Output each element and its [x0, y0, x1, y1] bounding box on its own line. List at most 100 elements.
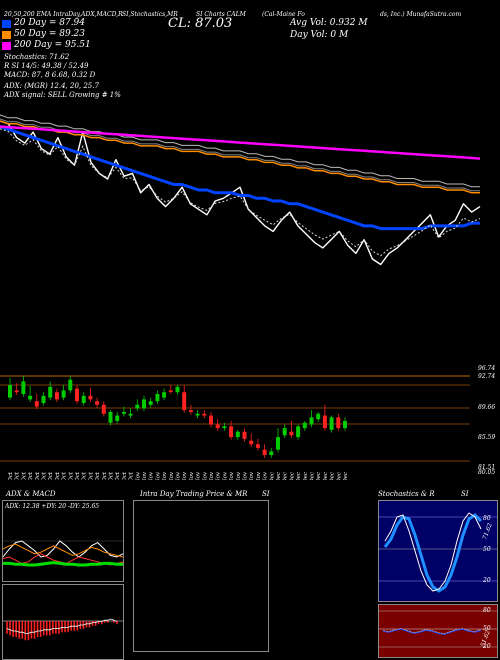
macd-readout: MACD: 87, 8 6.68, 0.32 D [4, 71, 96, 79]
candle-body [276, 437, 280, 450]
candle-body [155, 394, 160, 402]
candle-body [28, 395, 33, 400]
x-tick-label: 13 Dec [330, 472, 336, 480]
x-tick-label: 17 Oct [62, 471, 68, 480]
candle-body [168, 390, 173, 392]
x-tick-label: 01 Nov [135, 471, 141, 480]
legend-ma200-swatch [2, 42, 11, 50]
legend-ma50: 50 Day = 89.23 [14, 29, 86, 39]
adx-line [3, 540, 123, 558]
x-tick-label: 10 Oct [28, 471, 34, 480]
y-tick-label: 80.05 [478, 469, 495, 476]
candle-body [175, 386, 180, 393]
header-title-1: 20,50,200 EMA IntraDay,ADX,MACD,R [4, 11, 123, 18]
rsi-level-20: 20 [483, 643, 491, 650]
x-tick-label: 23 Oct [88, 471, 94, 480]
x-tick-label: 17 Dec [343, 472, 349, 480]
x-tick-label: 02 Dec [269, 472, 275, 480]
header-title-5: ds, Inc.) MunafaSutra.com [380, 11, 462, 18]
candle-body [88, 395, 93, 400]
stoch-panel-title-si: SI [461, 490, 469, 498]
x-tick-label: 16 Oct [55, 471, 61, 480]
rsi-panel: 80 50 20 51.62 [378, 604, 498, 658]
legend-ma50-swatch [2, 31, 11, 39]
x-tick-label: 11 Nov [176, 471, 182, 480]
x-tick-label: 12 Dec [323, 472, 329, 480]
y-tick-label: 96.74 [478, 365, 495, 372]
x-tick-label: 30 Oct [122, 471, 128, 480]
candle-body [296, 426, 301, 438]
x-tick-label: 18 Nov [209, 471, 215, 480]
x-tick-label: 15 Oct [48, 471, 54, 480]
macd-histogram [3, 618, 123, 641]
candle-body [95, 401, 100, 405]
x-tick-label: 08 Nov [169, 471, 175, 480]
series-line-200-day [0, 125, 481, 160]
x-tick-label: 09 Oct [21, 471, 27, 480]
x-tick-label: 09 Dec [303, 472, 309, 480]
plus-di-line [3, 543, 123, 558]
intraday-panel-title: Intra Day Trading Price & MR [140, 490, 248, 498]
candle-body [68, 379, 73, 391]
x-tick-label: 21 Nov [229, 471, 235, 480]
y-tick-label: 92.74 [478, 373, 495, 380]
x-tick-label: 05 Nov [149, 471, 155, 480]
candle-body [182, 392, 187, 411]
x-tick-label: 22 Oct [82, 471, 88, 480]
candle-body [108, 411, 113, 423]
x-tick-label: 22 Nov [236, 471, 242, 480]
candle-body [41, 395, 46, 403]
stoch-level-20: 20 [483, 577, 491, 584]
x-tick-label: 29 Oct [115, 471, 121, 480]
stoch-k-line [384, 512, 482, 592]
candle-body [329, 417, 334, 430]
x-tick-label: 24 Oct [95, 471, 101, 480]
x-tick-label: 07 Nov [162, 471, 168, 480]
candle-body [249, 440, 254, 445]
adx-panel: ADX: 12.38 +DY: 20 -DY: 25.65 [2, 500, 124, 582]
candle-body [302, 422, 307, 429]
x-tick-label: 07 Oct [8, 471, 14, 480]
candle-body [8, 385, 12, 398]
candle-body [101, 404, 106, 414]
adx-panel-title: ADX & MACD [6, 490, 56, 498]
avg-volume: Avg Vol: 0.932 M [290, 18, 368, 28]
candle-body [222, 426, 227, 429]
candle-body [316, 413, 321, 420]
day-volume: Day Vol: 0 M [290, 30, 349, 40]
header-title-3: SI Charts CALM [196, 11, 246, 18]
candle-body [195, 413, 200, 416]
x-tick-label: 29 Nov [263, 471, 269, 480]
candle-body [202, 413, 207, 416]
adx-lines [3, 540, 123, 567]
candle-body [188, 410, 193, 412]
candle-body [61, 390, 66, 398]
x-tick-label: 16 Dec [336, 472, 342, 480]
x-tick-label: 11 Oct [35, 471, 41, 480]
y-tick-label: 81.51 [478, 464, 495, 471]
x-tick-label: 11 Dec [316, 472, 322, 480]
y-tick-label: 85.59 [478, 434, 495, 441]
x-tick-label: 05 Dec [289, 472, 295, 480]
y-tick-label: 89.66 [478, 404, 495, 411]
macd-panel [2, 584, 124, 660]
price-ema-chart [0, 114, 481, 266]
x-tick-label: 31 Oct [129, 471, 135, 480]
legend-ma200: 200 Day = 95.51 [14, 40, 91, 50]
x-tick-label: 14 Nov [196, 471, 202, 480]
series-line-20-day [0, 125, 480, 231]
x-tick-label: 25 Nov [243, 471, 249, 480]
candle-body [289, 431, 294, 436]
candle-body [54, 392, 59, 400]
candle-body [14, 390, 19, 393]
rsi-line [382, 628, 482, 635]
intraday-panel-title-si: SI [262, 490, 270, 498]
series-line-50-day [0, 120, 480, 194]
candle-body [322, 415, 327, 429]
candle-body [242, 431, 247, 439]
stoch-panel: 80 50 20 71.62 [378, 500, 498, 602]
rsi-readout: R SI 14/5: 49.38 / 52.49 [4, 62, 89, 70]
adx-signal: ADX signal: SELL Growing # 1% [4, 91, 121, 99]
candle-body [81, 395, 86, 403]
